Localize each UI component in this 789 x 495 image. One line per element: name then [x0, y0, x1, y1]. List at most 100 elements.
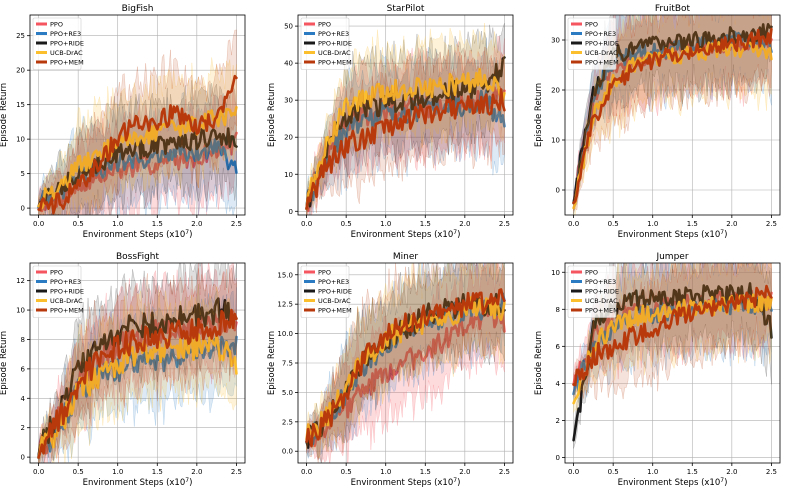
x-tick-label: 0.0	[568, 468, 579, 476]
x-tick-label: 0.0	[301, 468, 312, 476]
series-line-ucb-drac	[305, 67, 506, 210]
plot-area	[305, 263, 506, 463]
legend-box	[567, 17, 617, 70]
y-tick-label: 30	[284, 97, 293, 105]
legend-label: UCB-DrAC	[50, 297, 83, 305]
x-tick-label: 2.0	[459, 220, 470, 228]
x-tick-label: 2.0	[191, 468, 202, 476]
legend-label: PPO	[585, 20, 598, 28]
x-tick-label: 1.5	[420, 468, 431, 476]
panel-title: StarPilot	[387, 4, 425, 14]
y-tick-label: 0	[21, 205, 25, 213]
x-axis-label: Environment Steps (x107)	[618, 229, 728, 240]
y-tick-label: 20	[16, 67, 25, 75]
legend-label: PPO+RIDE	[50, 39, 84, 47]
legend-label: PPO+RE3	[585, 30, 616, 38]
panel-bossfight: 0 2 4 6 8 10 12 0.0 0.5 1.0 1.5 2.0 2.5 BossFight Envi…	[0, 252, 246, 488]
axes-frame	[297, 14, 514, 216]
series-line-ppo-mem	[572, 284, 773, 387]
y-tick-label: 5.0	[282, 389, 293, 397]
panel-bigfish: 0 5 10 15 20 25 0.0 0.5 1.0 1.5 2.0 2.5 BigFish Envir…	[0, 4, 246, 240]
legend-label: PPO+MEM	[318, 306, 352, 314]
legend-label: PPO+RE3	[585, 278, 616, 286]
y-tick-label: 2	[21, 424, 25, 432]
axes-frame	[29, 262, 246, 464]
legend-label: UCB-DrAC	[585, 297, 618, 305]
y-tick-label: 15	[16, 101, 25, 109]
x-tick-label: 2.0	[459, 468, 470, 476]
x-tick-label: 0.5	[73, 468, 84, 476]
x-tick-label: 2.5	[766, 468, 777, 476]
panel-title: BossFight	[116, 252, 159, 262]
y-tick-label: 5	[21, 170, 25, 178]
y-axis-label: Episode Return	[267, 83, 277, 147]
series-line-ppo-mem	[305, 288, 506, 448]
legend-label: PPO	[50, 268, 63, 276]
panel-jumper: 0 2 4 6 8 10 0.0 0.5 1.0 1.5 2.0 2.5 Jumper Environme…	[534, 252, 781, 488]
x-tick-label: 2.5	[499, 220, 510, 228]
band-ucb-drac	[573, 15, 772, 215]
series-line-ppo-mem	[572, 27, 773, 205]
legend-label: UCB-DrAC	[585, 49, 618, 57]
y-tick-label: 0.0	[282, 448, 293, 456]
x-axis-label: Environment Steps (x107)	[618, 477, 728, 488]
y-axis-label: Episode Return	[534, 83, 544, 147]
x-axis-label: Environment Steps (x107)	[351, 477, 461, 488]
x-axis-label: Environment Steps (x107)	[83, 477, 193, 488]
y-tick-label: 20	[551, 87, 560, 95]
series-line-ppo-mem	[305, 88, 506, 210]
x-tick-label: 0.0	[33, 220, 44, 228]
x-tick-label: 0.5	[341, 220, 352, 228]
x-tick-label: 1.5	[152, 220, 163, 228]
legend-label: PPO+MEM	[50, 306, 84, 314]
panel-fruitbot: 0 10 20 30 0.0 0.5 1.0 1.5 2.0 2.5 FruitBot Environ…	[534, 4, 781, 240]
axes-frame	[297, 262, 514, 464]
y-tick-label: 2	[556, 417, 560, 425]
x-tick-label: 1.0	[112, 220, 123, 228]
panel-title: Jumper	[655, 252, 688, 262]
x-tick-label: 0.5	[608, 468, 619, 476]
legend-label: PPO	[318, 268, 331, 276]
y-tick-label: 20	[284, 134, 293, 142]
series-line-ppo-ride	[37, 297, 238, 458]
panel-title: Miner	[393, 252, 419, 262]
y-tick-label: 4	[556, 380, 561, 388]
x-tick-label: 2.5	[231, 220, 242, 228]
y-tick-label: 0	[289, 208, 293, 216]
x-axis-label: Environment Steps (x107)	[351, 229, 461, 240]
plot-area	[37, 29, 238, 215]
y-tick-label: 30	[551, 37, 560, 45]
x-tick-label: 0.5	[608, 220, 619, 228]
series-line-ppo-mem	[37, 308, 238, 459]
plot-area	[305, 22, 506, 215]
y-tick-label: 12.5	[277, 301, 293, 309]
legend-label: PPO	[585, 268, 598, 276]
y-tick-label: 0	[556, 454, 560, 462]
y-axis-label: Episode Return	[0, 83, 9, 147]
axes-frame	[564, 14, 781, 216]
x-tick-label: 1.0	[380, 220, 391, 228]
panel-starpilot: 0 10 20 30 40 50 0.0 0.5 1.0 1.5 2.0 2.5 StarPilot En…	[267, 4, 514, 240]
legend-label: PPO+RE3	[50, 278, 81, 286]
legend-box	[32, 17, 82, 70]
x-tick-label: 1.0	[647, 468, 658, 476]
legend-label: UCB-DrAC	[50, 49, 83, 57]
x-tick-label: 1.0	[647, 220, 658, 228]
y-tick-label: 25	[16, 32, 25, 40]
x-tick-label: 2.0	[191, 220, 202, 228]
legend-label: PPO+RIDE	[318, 287, 352, 295]
y-tick-label: 2.5	[282, 418, 293, 426]
axes-frame	[564, 262, 781, 464]
plot-area	[572, 263, 773, 449]
axes-frame	[29, 14, 246, 216]
legend-label: PPO+RIDE	[585, 287, 619, 295]
series-line-ppo-mem	[37, 74, 238, 215]
y-axis-label: Episode Return	[0, 331, 9, 395]
x-tick-label: 0.5	[341, 468, 352, 476]
